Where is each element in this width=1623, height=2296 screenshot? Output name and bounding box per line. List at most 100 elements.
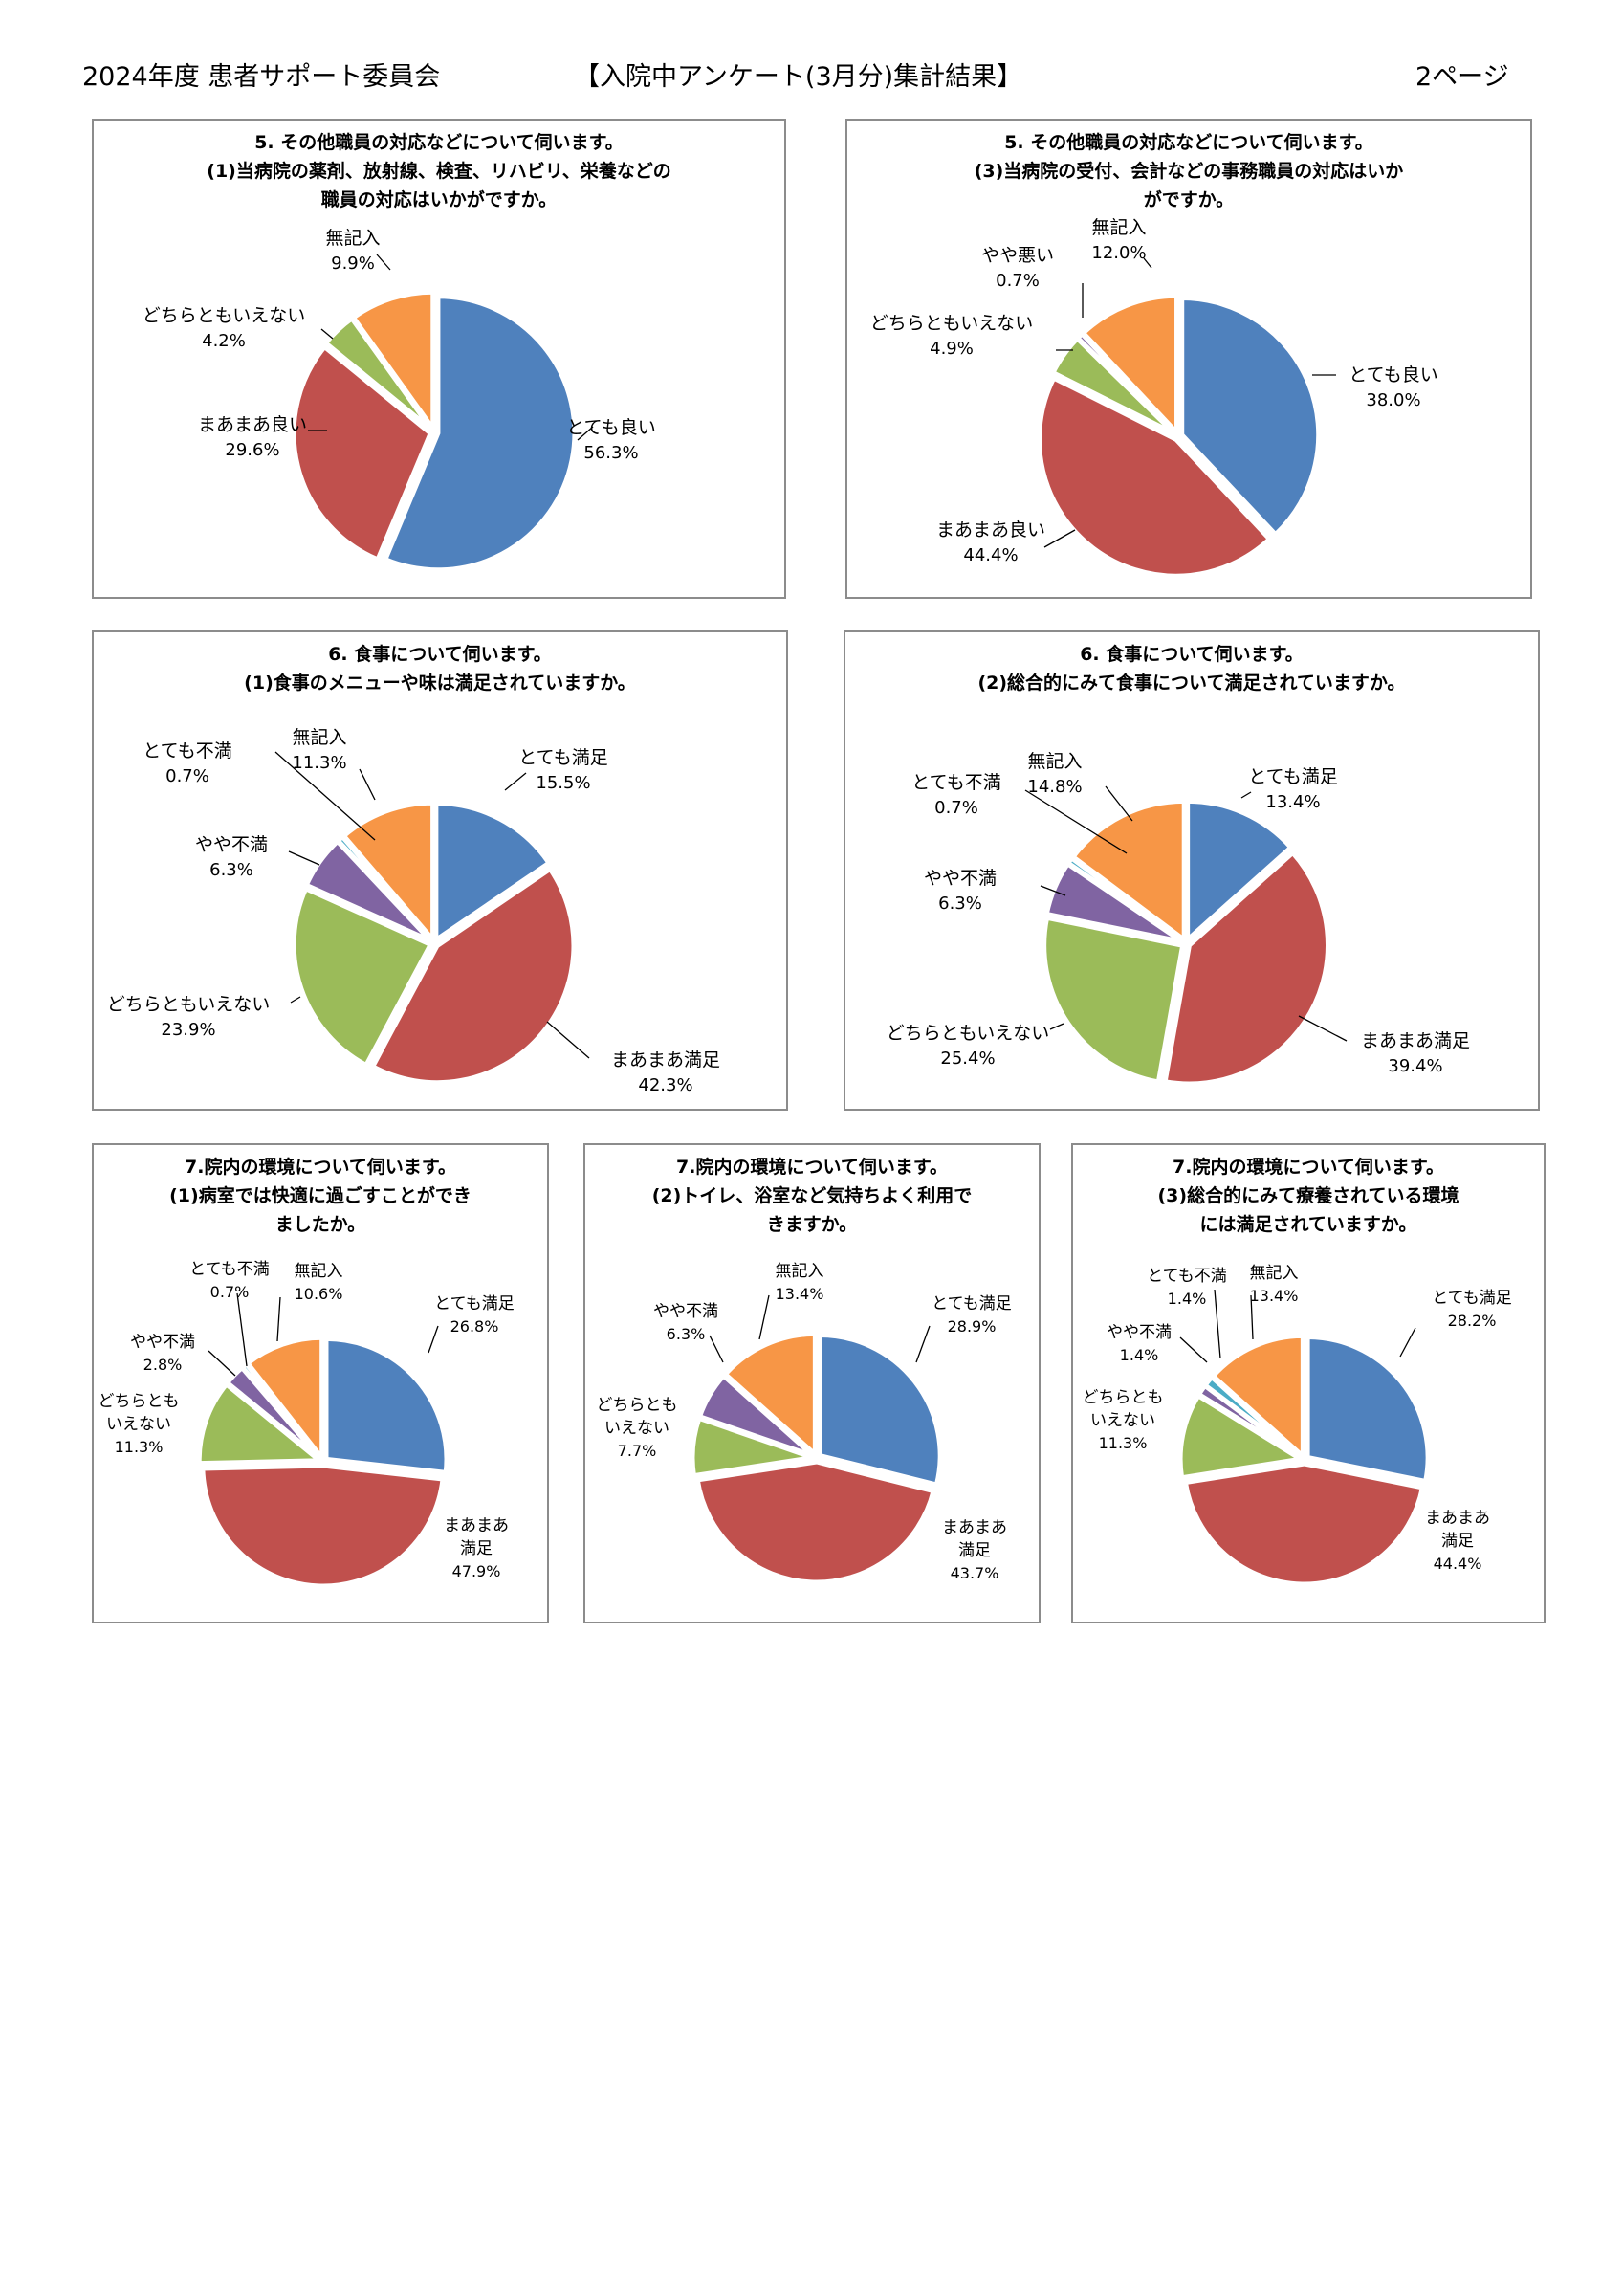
leader-line: [915, 1325, 931, 1363]
chart1-slice-1: [382, 294, 578, 573]
slice-label: 無記入: [1027, 751, 1082, 772]
slice-label: まあまあ良い: [198, 414, 307, 435]
chart4-slice-1: [1185, 798, 1295, 945]
chart1-slice-4: [349, 289, 436, 436]
slice-percent-label: 0.7%: [934, 798, 978, 818]
slice-percent-label: 29.6%: [225, 440, 279, 460]
slice-percent-label: 13.4%: [1250, 1287, 1299, 1305]
header-committee: 2024年度 患者サポート委員会: [82, 62, 441, 92]
chart3-slice-1: [433, 800, 553, 945]
chart6-slice-5: [721, 1331, 818, 1460]
chart-title-line: がですか。: [1143, 189, 1235, 210]
slice-label: まあまあ: [942, 1518, 1007, 1537]
leader-line: [1040, 885, 1066, 896]
pie-chart: とても満足 28.2% まあまあ満足 44.4% どちらともいえない 11.3% やや不満 1…: [1083, 1264, 1512, 1587]
slice-percent-label: 44.4%: [963, 545, 1018, 565]
chart-title-line: きますか。: [766, 1214, 858, 1235]
slice-label: どちらとも: [99, 1392, 180, 1411]
slice-percent-label: 11.3%: [1099, 1434, 1148, 1452]
chart-panel-2: 5. その他職員の対応などについて伺います。 (3)当病院の受付、会計などの事務職…: [845, 119, 1532, 599]
chart-title-line: (2)トイレ、浴室など気持ちよく利用で: [651, 1185, 973, 1206]
slice-label: やや不満: [653, 1302, 718, 1321]
leader-line: [428, 1325, 439, 1354]
chart-title: 7.院内の環境について伺います。 (3)総合的にみて療養されている環境 には満足され…: [1073, 1153, 1544, 1239]
slice-percent-label: 23.9%: [161, 1020, 215, 1040]
slice-percent-label: 6.3%: [938, 894, 982, 914]
slice-percent-label: 15.5%: [536, 773, 590, 793]
chart1-slice-2: [291, 342, 434, 563]
chart5-slice-3: [196, 1380, 327, 1467]
chart2-slice-5: [1080, 293, 1180, 439]
slice-percent-label: 0.7%: [996, 271, 1040, 291]
chart-title-line: には満足されていますか。: [1199, 1214, 1417, 1235]
slice-percent-label: 14.8%: [1027, 777, 1082, 797]
header-page-number: 2ページ: [1415, 62, 1509, 92]
slice-label: とても不満: [911, 772, 1000, 793]
chart7-slice-3: [1177, 1392, 1308, 1481]
slice-percent-label: 26.8%: [450, 1317, 499, 1336]
chart-title-line: 5. その他職員の対応などについて伺います。: [254, 132, 624, 153]
slice-percent-label: 47.9%: [452, 1562, 501, 1580]
pie-chart: とても満足 13.4% まあまあ満足 39.4% どちらともいえない 25.4% やや不満 6…: [887, 751, 1470, 1087]
slice-percent-label: 11.3%: [115, 1438, 164, 1456]
slice-percent-label: 1.4%: [1120, 1346, 1159, 1364]
chart-panel-7: 7.院内の環境について伺います。 (3)総合的にみて療養されている環境 には満足され…: [1071, 1143, 1546, 1623]
slice-label: いえない: [106, 1415, 171, 1434]
chart6-slice-2: [694, 1459, 937, 1585]
slice-label: とても不満: [1147, 1267, 1227, 1286]
slice-label: とても満足: [1432, 1289, 1512, 1308]
slice-label: 無記入: [1250, 1264, 1299, 1283]
pie-chart: とても良い 38.0% まあまあ良い 44.4% どちらともいえない 4.9% やや悪い 0.…: [870, 217, 1438, 579]
slice-label: 満足: [958, 1541, 991, 1560]
slice-label: とても不満: [189, 1260, 270, 1279]
chart-title-line: 7.院内の環境について伺います。: [1173, 1157, 1444, 1178]
slice-label: まあまあ: [444, 1516, 509, 1535]
leader-line: [376, 254, 391, 271]
slice-label: どちらともいえない: [870, 313, 1034, 334]
chart-panel-4: 6. 食事について伺います。 (2)総合的にみて食事について満足されていますか。と…: [844, 630, 1540, 1111]
pie-chart: とても満足 15.5% まあまあ満足 42.3% どちらともいえない 23.9% やや不満 6…: [107, 727, 720, 1095]
chart3-slice-2: [369, 865, 577, 1086]
leader-line: [709, 1335, 724, 1363]
slice-label: まあまあ良い: [936, 519, 1045, 541]
slice-label: とても満足: [932, 1294, 1012, 1314]
slice-label: やや不満: [924, 868, 997, 889]
pie-chart: とても満足 28.9% まあまあ満足 43.7% どちらともいえない 7.7% やや不満 6.…: [597, 1262, 1012, 1585]
chart2-slice-1: [1179, 296, 1322, 539]
chart-title: 5. その他職員の対応などについて伺います。 (1)当病院の薬剤、放射線、検査、リ…: [94, 128, 784, 214]
header-report-title: 【入院中アンケート(3月分)集計結果】: [574, 62, 1023, 92]
slice-label: どちらとも: [1083, 1388, 1164, 1407]
slice-label: とても満足: [518, 747, 607, 768]
chart4-slice-3: [1042, 915, 1186, 1085]
leader-line: [320, 328, 334, 340]
leader-line: [504, 772, 527, 791]
slice-label: とても満足: [434, 1294, 515, 1314]
chart7-slice-2: [1182, 1461, 1426, 1587]
slice-label: まあまあ: [1425, 1509, 1490, 1528]
chart7-slice-1: [1305, 1334, 1431, 1485]
chart5-slice-6: [244, 1335, 325, 1466]
leader-line: [359, 768, 376, 801]
slice-label: やや不満: [1107, 1323, 1172, 1342]
slice-label: 無記入: [325, 228, 380, 249]
chart-title-line: (3)総合的にみて療養されている環境: [1157, 1185, 1459, 1206]
slice-label: どちらとも: [597, 1396, 678, 1415]
slice-label: やや不満: [195, 834, 268, 855]
slice-percent-label: 1.4%: [1168, 1290, 1207, 1308]
leader-line: [1043, 529, 1076, 548]
slice-percent-label: 7.7%: [618, 1442, 657, 1460]
leader-line: [274, 751, 376, 841]
leader-line: [1143, 257, 1152, 269]
chart-title-line: (1)病室では快適に過ごすことができ: [169, 1185, 472, 1206]
chart-panel-3: 6. 食事について伺います。 (1)食事のメニューや味は満足されていますか。 とても…: [92, 630, 788, 1111]
slice-label: 無記入: [295, 1262, 343, 1281]
slice-label: まあまあ満足: [611, 1049, 720, 1071]
chart-title-line: 7.院内の環境について伺います。: [185, 1157, 456, 1178]
slice-percent-label: 2.8%: [143, 1356, 183, 1374]
slice-label: いえない: [1090, 1411, 1155, 1430]
leader-line: [1250, 1294, 1254, 1340]
slice-percent-label: 43.7%: [951, 1564, 999, 1582]
chart-title-line: (1)当病院の薬剤、放射線、検査、リハビリ、栄養などの: [207, 161, 671, 182]
chart4-slice-6: [1069, 798, 1187, 945]
leader-line: [758, 1294, 770, 1340]
